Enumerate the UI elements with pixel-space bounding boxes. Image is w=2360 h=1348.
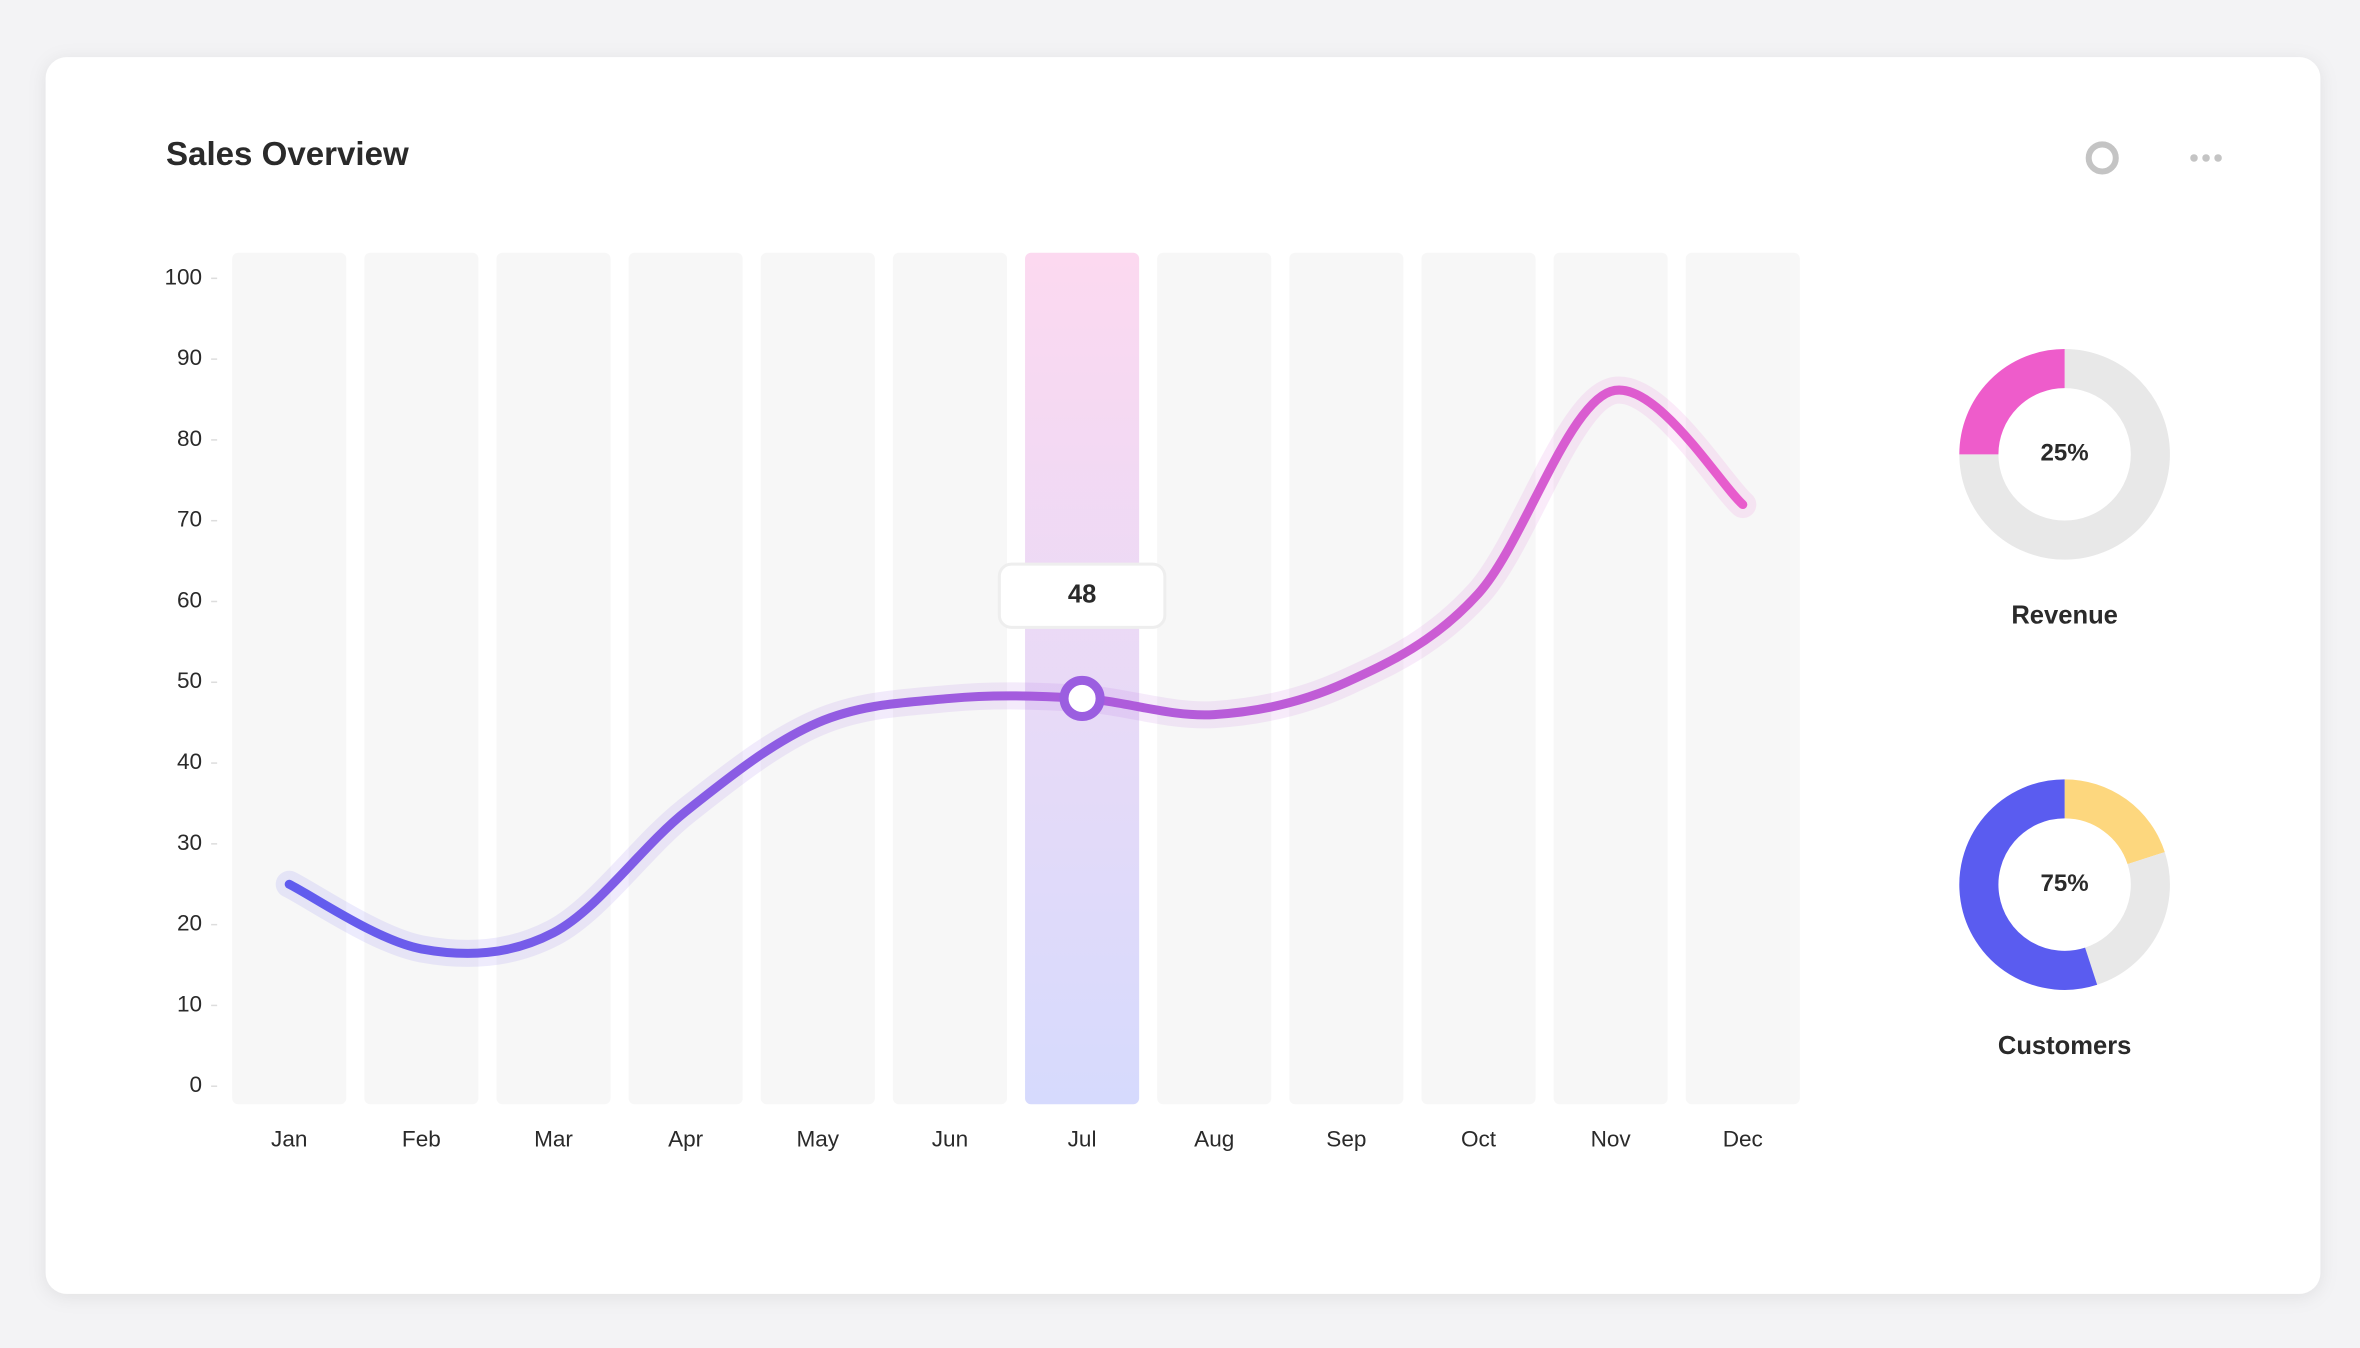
more-icon[interactable] bbox=[2190, 154, 2222, 162]
column-bg bbox=[628, 252, 743, 1105]
column-bg bbox=[1157, 252, 1272, 1105]
y-tick-label: 100 bbox=[164, 264, 202, 289]
column-bg bbox=[232, 252, 347, 1105]
donut-segment bbox=[2084, 852, 2170, 985]
y-tick-label: 50 bbox=[177, 668, 202, 693]
donut-segment bbox=[1959, 349, 2066, 456]
donut-center-label: 75% bbox=[2041, 870, 2089, 897]
y-tick-label: 70 bbox=[177, 507, 202, 532]
x-tick-label: May bbox=[796, 1126, 839, 1151]
x-tick-label: Apr bbox=[668, 1126, 704, 1151]
column-bg bbox=[1421, 252, 1536, 1105]
y-tick-label: 40 bbox=[177, 749, 202, 774]
column-bg bbox=[364, 252, 479, 1105]
settings-icon[interactable] bbox=[2085, 141, 2119, 175]
donut-segment bbox=[1959, 349, 2170, 560]
x-tick-label: Nov bbox=[1591, 1126, 1632, 1151]
donut-title: Revenue bbox=[2011, 602, 2118, 630]
y-tick-label: 10 bbox=[177, 991, 202, 1016]
tooltip-value: 48 bbox=[1068, 581, 1096, 609]
x-tick-label: Dec bbox=[1723, 1126, 1763, 1151]
donut-segment bbox=[2063, 779, 2165, 865]
column-bg bbox=[892, 252, 1007, 1105]
x-tick-label: Mar bbox=[534, 1126, 573, 1151]
x-tick-label: Jan bbox=[271, 1126, 307, 1151]
x-tick-label: Sep bbox=[1326, 1126, 1366, 1151]
x-tick-label: Jul bbox=[1068, 1126, 1097, 1151]
column-bg bbox=[496, 252, 611, 1105]
column-bg bbox=[1685, 252, 1800, 1105]
x-tick-label: Jun bbox=[932, 1126, 968, 1151]
x-tick-label: Oct bbox=[1461, 1126, 1497, 1151]
donut-title: Customers bbox=[1998, 1032, 2132, 1060]
y-tick-label: 80 bbox=[177, 426, 202, 451]
x-tick-label: Aug bbox=[1194, 1126, 1234, 1151]
card-title: Sales Overview bbox=[166, 136, 409, 173]
y-tick-label: 90 bbox=[177, 345, 202, 370]
donut-center-label: 25% bbox=[2041, 440, 2089, 467]
y-tick-label: 30 bbox=[177, 830, 202, 855]
y-tick-label: 60 bbox=[177, 587, 202, 612]
column-bg bbox=[1553, 252, 1668, 1105]
tooltip bbox=[997, 562, 1167, 629]
donut-segment bbox=[1959, 779, 2098, 990]
line bbox=[284, 385, 1748, 958]
highlight-point bbox=[1059, 675, 1105, 721]
column-bg bbox=[760, 252, 875, 1105]
y-tick-label: 20 bbox=[177, 911, 202, 936]
x-tick-label: Feb bbox=[402, 1126, 441, 1151]
y-tick-label: 0 bbox=[190, 1072, 203, 1097]
